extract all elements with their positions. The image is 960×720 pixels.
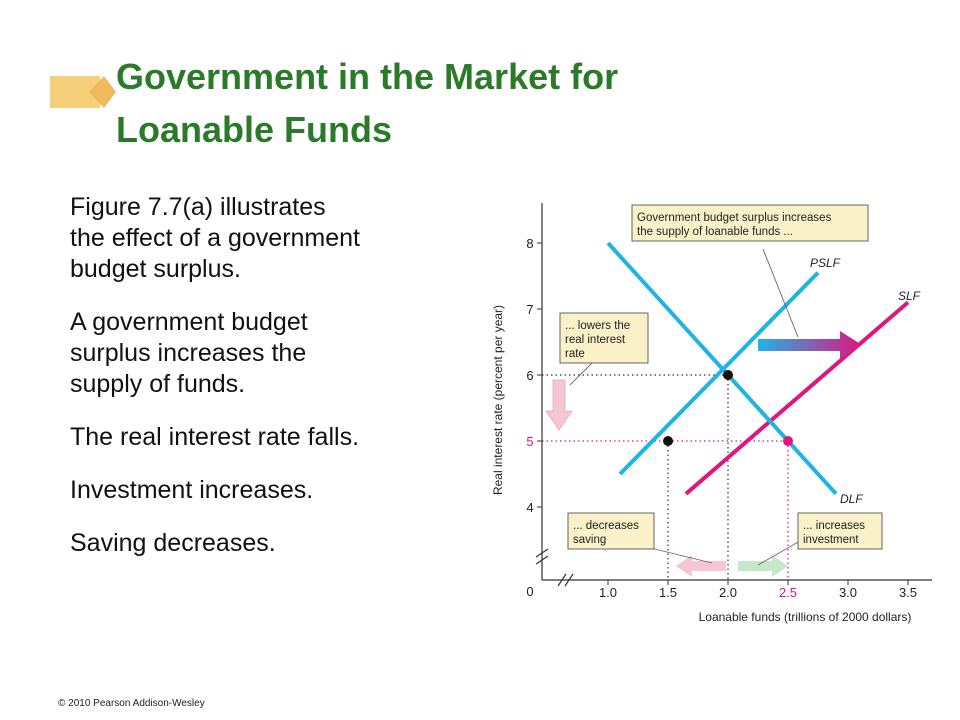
x-tick-label: 1.5 xyxy=(659,585,677,600)
investment-right-arrow-icon xyxy=(738,555,788,577)
investment-callout-box xyxy=(797,512,883,550)
curve-slf xyxy=(684,300,910,496)
x-axis-label: Loanable funds (trillions of 2000 dollar… xyxy=(699,610,912,624)
lowers-callout-text: rate xyxy=(565,348,585,360)
investment-callout-text: investment xyxy=(803,534,859,546)
investment-callout-leader xyxy=(757,540,801,566)
x-tick-label: 3.5 xyxy=(899,585,917,600)
loanable-funds-chart: Real interest rate (percent per year) Lo… xyxy=(491,203,932,624)
slide-title-line: Loanable Funds xyxy=(116,109,393,150)
equilibrium-point xyxy=(783,436,793,446)
bullet-line: The real interest rate falls. xyxy=(70,423,360,451)
y-tick-label: 5 xyxy=(526,434,533,449)
y-axis-break-icon xyxy=(535,548,549,565)
curve-pslf xyxy=(618,271,820,476)
slide-title-line: Government in the Market for xyxy=(116,56,619,97)
lowers-callout-text: ... lowers the xyxy=(565,320,630,332)
slide-title: Government in the Market for Loanable Fu… xyxy=(116,50,618,156)
surplus-callout-text: Government budget surplus increases xyxy=(637,212,832,224)
investment-callout-text: ... increases xyxy=(803,520,865,532)
saving-callout-text: ... decreases xyxy=(573,520,639,532)
saving-callout-box xyxy=(567,512,655,550)
bullet-line: A government budget xyxy=(70,308,308,336)
saving-callout-text: saving xyxy=(573,534,606,546)
saving-left-arrow-icon xyxy=(676,555,726,577)
curve-label-dlf: DLF xyxy=(840,492,863,506)
rate-down-arrow-icon xyxy=(545,379,573,431)
y-tick-label: 6 xyxy=(526,368,533,383)
lowers-callout-box xyxy=(559,312,649,364)
x-axis-break-icon xyxy=(557,573,574,587)
bullet-line: budget surplus. xyxy=(70,255,241,283)
title-decoration-icon xyxy=(50,76,116,108)
lowers-callout-text: real interest xyxy=(565,334,626,346)
bullet-line: Investment increases. xyxy=(70,476,314,504)
x-tick-label: 1.0 xyxy=(599,585,617,600)
copyright-text: © 2010 Pearson Addison-Wesley xyxy=(58,698,205,709)
curve-label-slf: SLF xyxy=(898,289,921,303)
surplus-callout-leader xyxy=(762,248,799,338)
surplus-callout-text: the supply of loanable funds ... xyxy=(637,226,793,238)
x-tick-label: 2.0 xyxy=(719,585,737,600)
shift-right-arrow-icon xyxy=(758,331,862,359)
bullet-line: Figure 7.7(a) illustrates xyxy=(70,193,326,221)
surplus-callout-box xyxy=(631,204,869,242)
equilibrium-point xyxy=(663,436,673,446)
x-tick-label: 3.0 xyxy=(839,585,857,600)
curve-dlf xyxy=(606,241,838,496)
x-origin-label: 0 xyxy=(526,584,533,599)
bullet-line: the effect of a government xyxy=(70,224,361,252)
bullet-list: Figure 7.7(a) illustrates the effect of … xyxy=(70,192,450,559)
curve-label-pslf: PSLF xyxy=(810,256,841,270)
bullet-line: Saving decreases. xyxy=(70,529,276,557)
y-tick-label: 8 xyxy=(526,236,533,251)
bullet-line: surplus increases the xyxy=(70,339,307,367)
y-tick-label: 4 xyxy=(526,500,533,515)
bullet-line: supply of funds. xyxy=(70,370,246,398)
y-axis-label: Real interest rate (percent per year) xyxy=(491,305,505,495)
x-tick-label: 2.5 xyxy=(779,585,797,600)
equilibrium-point xyxy=(723,370,733,380)
y-tick-label: 7 xyxy=(526,302,533,317)
